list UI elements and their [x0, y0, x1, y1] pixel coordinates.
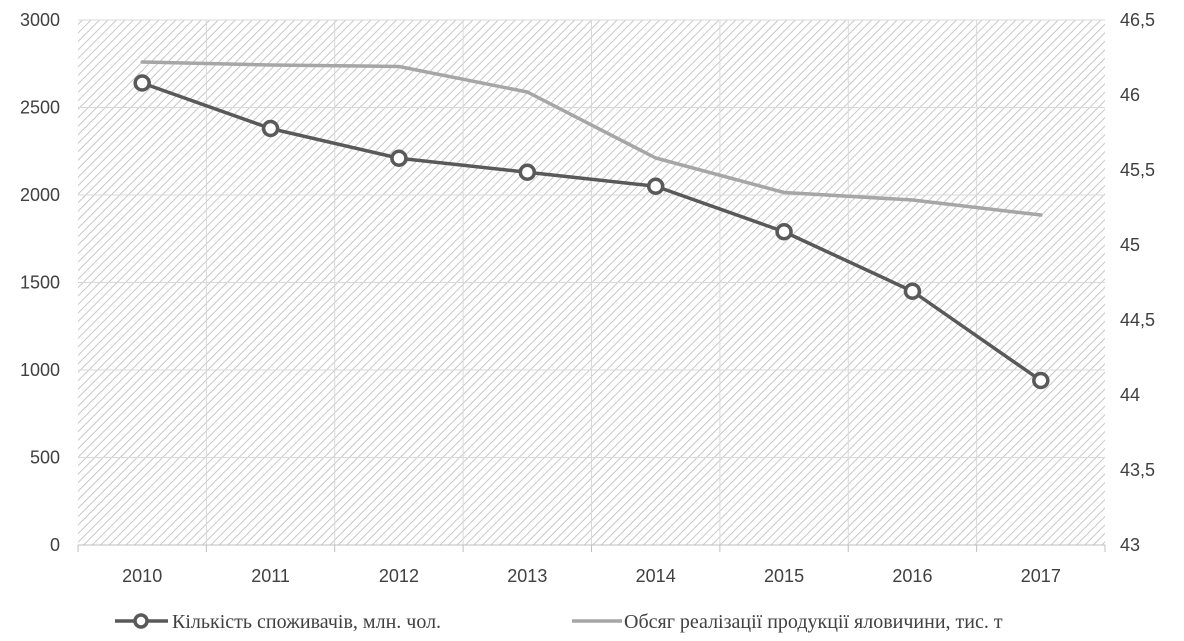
series-1-point: [903, 282, 922, 300]
y-left-tick-label: 1500: [20, 273, 60, 293]
series: [133, 60, 1050, 390]
legend: Кількість споживачів, млн. чол. Обсяг реа…: [115, 611, 1003, 633]
y-right-tick-label: 45: [1120, 235, 1140, 255]
y-left-tick-label: 3000: [20, 10, 60, 30]
series-1-point: [775, 223, 793, 241]
axes: 0 500 1000 1500 2000 2500 3000 43 43,5 44 44,5 45 45…: [20, 10, 1155, 586]
x-tick-label: 2014: [636, 566, 676, 586]
x-tick-label: 2013: [507, 566, 547, 586]
y-right-tick-label: 45,5: [1120, 160, 1155, 180]
y-right-tick-label: 43: [1120, 535, 1140, 555]
y-right-tick-label: 44,5: [1120, 310, 1155, 330]
series-1-point: [261, 119, 280, 138]
series-1-point: [518, 163, 537, 181]
y-left-tick-label: 2500: [20, 98, 60, 118]
series-1-point: [390, 149, 408, 167]
series-line-2: [140, 60, 1043, 217]
y-left-tick-label: 500: [30, 448, 60, 468]
y-left-tick-label: 1000: [20, 360, 60, 380]
y-left-tick-label: 0: [50, 535, 60, 555]
x-tick-label: 2017: [1021, 566, 1061, 586]
x-tick-label: 2012: [379, 566, 419, 586]
series-1-point: [133, 74, 151, 92]
x-tick-label: 2016: [892, 566, 932, 586]
gridlines: [78, 19, 1105, 545]
y-right-tick-label: 44: [1120, 385, 1140, 405]
y-left-tick-label: 2000: [20, 185, 60, 205]
x-tick-label: 2010: [122, 566, 162, 586]
y-right-tick-label: 46: [1120, 85, 1140, 105]
series-1-point: [1032, 371, 1050, 390]
series-1-point: [646, 177, 665, 195]
legend-swatch-marker-1: [133, 613, 149, 629]
x-tick-label: 2011: [251, 566, 290, 586]
series-line-1: [140, 81, 1043, 383]
legend-label-1: Кількість споживачів, млн. чол.: [172, 611, 441, 633]
y-right-tick-label: 46,5: [1120, 10, 1155, 30]
legend-label-2: Обсяг реалізації продукції яловичини, ти…: [624, 611, 1003, 633]
x-tick-label: 2015: [764, 566, 804, 586]
y-right-tick-label: 43,5: [1120, 460, 1155, 480]
